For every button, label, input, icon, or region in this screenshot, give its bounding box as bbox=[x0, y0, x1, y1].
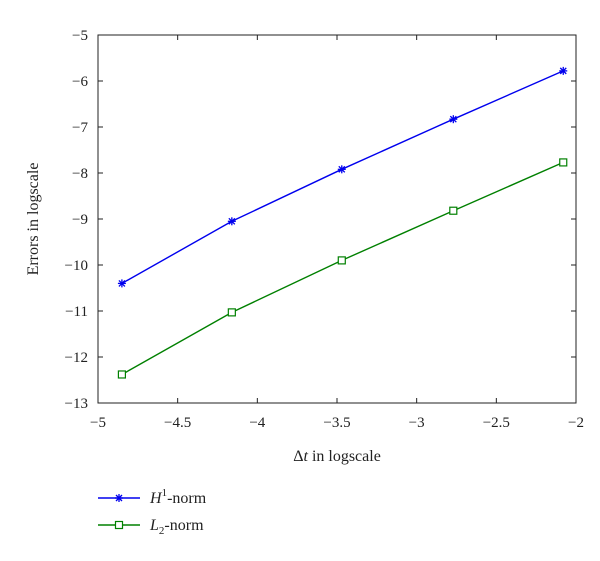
y-tick-label: −9 bbox=[72, 212, 88, 228]
x-axis-label-delta: Δ bbox=[293, 448, 303, 465]
x-axis-label: Δt in logscale bbox=[293, 448, 381, 465]
data-point-1 bbox=[449, 115, 458, 124]
data-point-1 bbox=[559, 66, 568, 75]
x-tick-label: −5 bbox=[90, 415, 106, 431]
y-tick-label: −13 bbox=[65, 396, 88, 412]
y-tick-label: −11 bbox=[65, 304, 88, 320]
marker-stroke bbox=[338, 165, 346, 173]
x-axis-label-suffix: in logscale bbox=[308, 448, 381, 465]
data-point-1 bbox=[227, 217, 236, 226]
y-tick-label: −10 bbox=[65, 258, 88, 274]
x-tick-label: −3.5 bbox=[323, 415, 350, 431]
y-axis-label: Errors in logscale bbox=[25, 163, 42, 276]
legend-label-sup: 1 bbox=[162, 487, 168, 499]
legend-label-2: L2-norm bbox=[149, 517, 204, 537]
marker-stroke bbox=[115, 494, 123, 502]
data-point-2 bbox=[559, 158, 568, 167]
x-tick-label: −3 bbox=[409, 415, 425, 431]
y-tick-label: −7 bbox=[72, 120, 88, 136]
x-axis-label-var: t bbox=[303, 448, 308, 465]
series-line-2 bbox=[121, 161, 564, 376]
legend-label-sub: 2 bbox=[159, 525, 165, 537]
legend-label-tail: -norm bbox=[164, 517, 204, 534]
marker-stroke bbox=[118, 279, 126, 287]
legend-label-1: H1-norm bbox=[149, 487, 207, 507]
legend-marker-2 bbox=[114, 520, 124, 530]
series-line-1 bbox=[121, 70, 564, 285]
legend-marker-1 bbox=[115, 494, 123, 502]
marker-stroke bbox=[449, 115, 457, 123]
legend-label-tail: -norm bbox=[167, 490, 207, 507]
legend-label-main: H bbox=[149, 490, 163, 507]
data-point-1 bbox=[337, 165, 346, 174]
x-tick-label: −4.5 bbox=[164, 415, 191, 431]
data-point-2 bbox=[117, 370, 127, 379]
x-tick-label: −2 bbox=[568, 415, 584, 431]
legend-label-main: L bbox=[149, 517, 159, 534]
data-point-1 bbox=[117, 279, 126, 288]
x-tick-label: −4 bbox=[249, 415, 265, 431]
marker-stroke bbox=[559, 67, 567, 75]
y-tick-label: −8 bbox=[72, 166, 88, 182]
x-tick-label: −2.5 bbox=[483, 415, 510, 431]
data-point-2 bbox=[449, 206, 458, 215]
y-tick-label: −12 bbox=[65, 350, 88, 366]
plot-area: −5 −4.5 −4 −3.5 −3 −2.5 −2 −13 −12 −11 −10 −9 −8 −7 −6… bbox=[65, 28, 584, 431]
y-tick-label: −5 bbox=[72, 28, 88, 44]
y-tick-label: −6 bbox=[72, 74, 88, 90]
data-point-2 bbox=[337, 256, 346, 265]
data-point-2 bbox=[227, 308, 236, 317]
marker-stroke bbox=[228, 217, 236, 225]
